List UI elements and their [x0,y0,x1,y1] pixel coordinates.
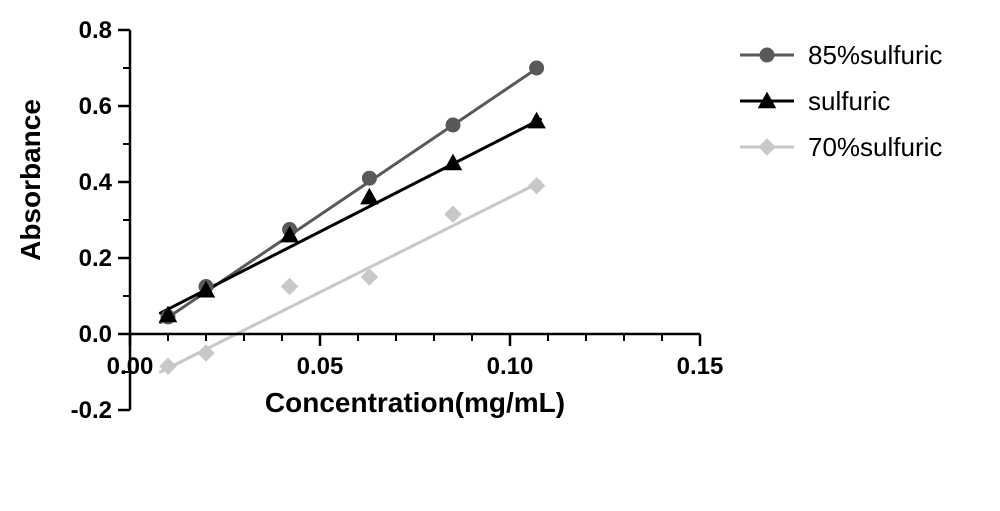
chart-container: 0.00 0.05 0.10 0.15 -0.2 0.0 0.2 0.4 0.6 0.8 Conce… [0,0,1000,511]
y-tick-label: 0.0 [79,321,112,348]
legend-label: 85%sulfuric [808,40,942,70]
x-tick-label: 0.15 [677,353,724,380]
absorbance-chart: 0.00 0.05 0.10 0.15 -0.2 0.0 0.2 0.4 0.6 0.8 Conce… [0,0,1000,511]
y-tick-label: 0.4 [79,169,113,196]
y-tick-label: 0.2 [79,245,112,272]
y-tick-label: -0.2 [71,397,112,424]
y-tick-label: 0.6 [79,93,112,120]
x-axis-label: Concentration(mg/mL) [265,387,565,418]
y-axis-label: Absorbance [15,99,46,261]
x-tick-label: 0.05 [297,353,344,380]
legend-label: 70%sulfuric [808,132,942,162]
x-tick-label: 0.10 [487,353,534,380]
x-tick-label: 0.00 [107,353,154,380]
legend-label: sulfuric [808,86,890,116]
y-tick-label: 0.8 [79,17,112,44]
